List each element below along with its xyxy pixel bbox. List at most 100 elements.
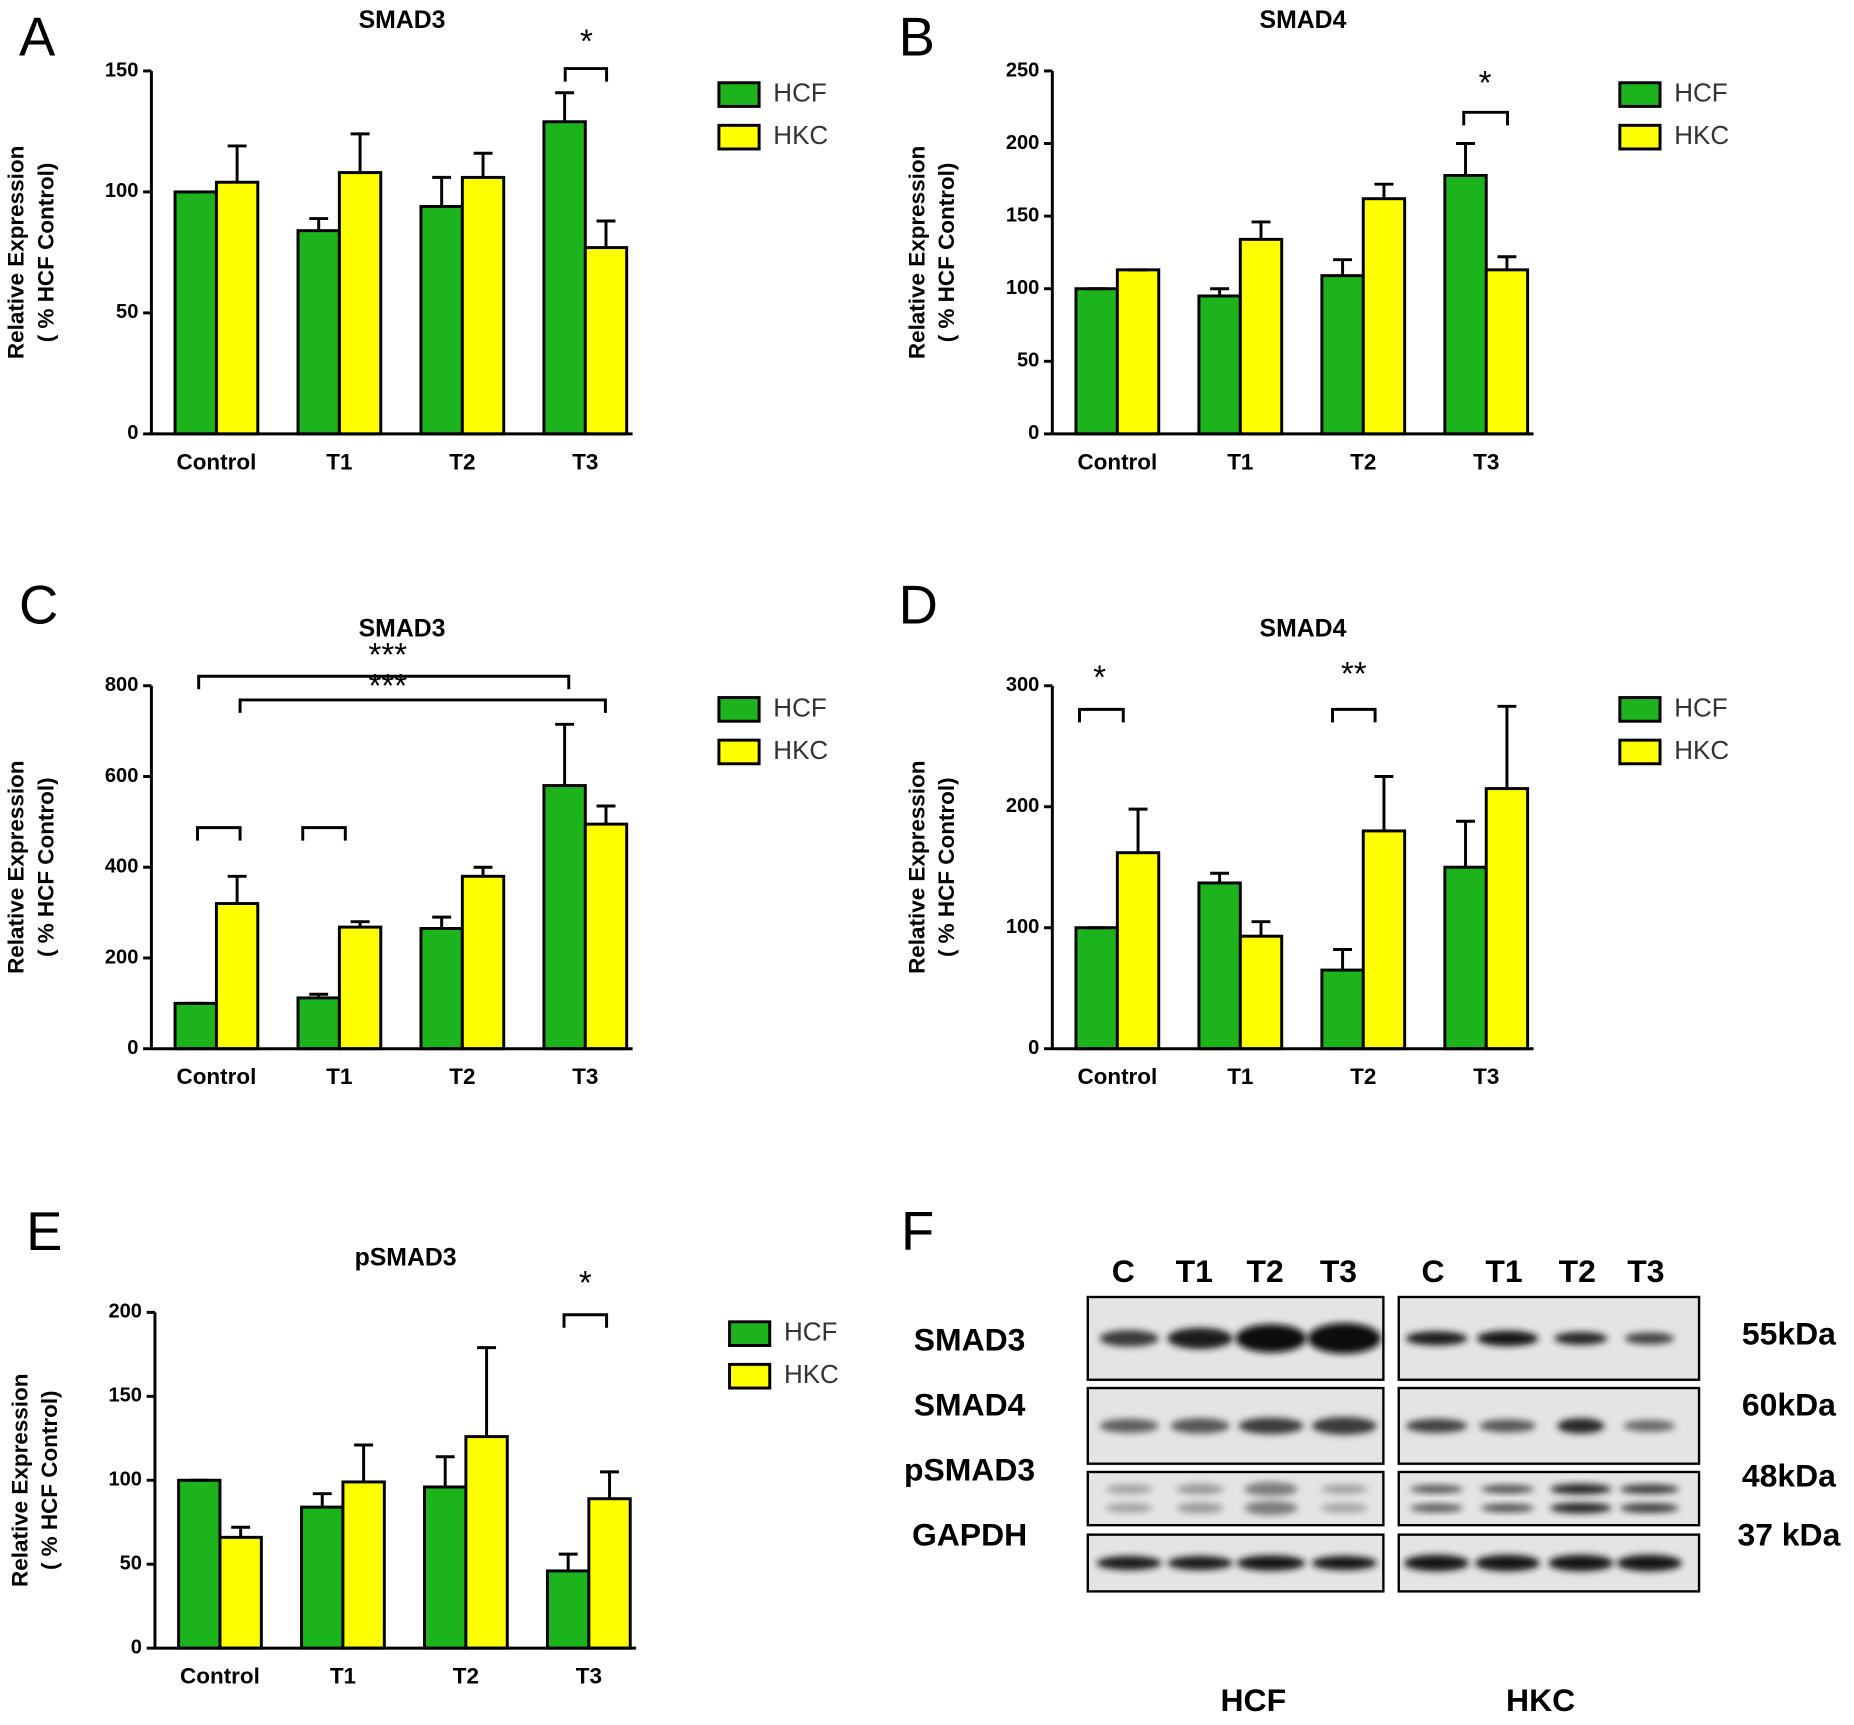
error-bar (312, 1492, 332, 1508)
blot-band (1548, 1554, 1614, 1572)
legend-label: HKC (784, 1359, 839, 1389)
significance-bracket (301, 826, 347, 841)
significance-bracket (238, 698, 607, 713)
error-bar (309, 217, 329, 231)
legend-swatch (717, 81, 761, 108)
legend-swatch (1618, 81, 1662, 108)
blot-band (1176, 1502, 1224, 1514)
x-tick-label: T2 (453, 1664, 479, 1689)
bar (214, 902, 260, 1051)
error-bar (477, 1346, 497, 1437)
x-tick-label: Control (177, 449, 257, 474)
bar (1443, 865, 1488, 1051)
bar (464, 1435, 509, 1650)
bar (177, 1478, 222, 1650)
y-axis-label: ( % HCF Control) (33, 163, 58, 343)
y-tick-label: 200 (1006, 132, 1040, 154)
bar (1320, 274, 1365, 436)
blot-band (1244, 1500, 1298, 1516)
legend-label: HCF (773, 692, 826, 722)
error-bar (1456, 819, 1476, 868)
significance-label: * (1093, 660, 1106, 697)
legend-label: HCF (1674, 77, 1727, 107)
bar (1115, 851, 1161, 1051)
error-bar (555, 722, 575, 786)
bar (419, 927, 464, 1051)
blot-band (1236, 1555, 1306, 1571)
bar (1320, 968, 1365, 1051)
bar (1484, 787, 1530, 1051)
blot-band (1167, 1555, 1233, 1571)
y-tick-label: 100 (105, 180, 139, 202)
x-tick-label: Control (177, 1064, 257, 1089)
lane-label: C (1112, 1253, 1135, 1289)
x-tick-label: T2 (449, 1064, 475, 1089)
legend-label: HCF (1674, 692, 1727, 722)
significance-label: *** (369, 637, 408, 674)
bar (1238, 237, 1284, 436)
bar (173, 190, 218, 436)
error-bar (1374, 182, 1394, 199)
blot-band (1238, 1417, 1304, 1435)
blot-band (1550, 1502, 1612, 1514)
x-tick-label: T1 (1227, 1064, 1253, 1089)
error-bar (1251, 220, 1271, 240)
blot-band (1320, 1484, 1369, 1494)
error-bar (309, 992, 329, 998)
significance-label: * (580, 23, 593, 60)
significance-bracket (1078, 707, 1125, 723)
blot-row-label: GAPDH (912, 1516, 1027, 1552)
y-axis-label: Relative Expression (905, 761, 930, 974)
error-bar (1251, 920, 1271, 937)
blot-band (1099, 1330, 1159, 1347)
blot-band (1619, 1503, 1679, 1513)
legend-label: HKC (1674, 735, 1729, 765)
bar (1197, 294, 1242, 436)
x-tick-label: T1 (326, 449, 352, 474)
blot-band (1409, 1484, 1464, 1494)
legend-swatch (728, 1320, 772, 1347)
bar (341, 1480, 386, 1650)
bar (423, 1485, 468, 1650)
bar (337, 171, 383, 436)
legend-label: HCF (773, 77, 826, 107)
error-bar (231, 1525, 251, 1538)
y-tick-label: 300 (1006, 674, 1040, 696)
blot-band (1244, 1482, 1298, 1497)
blot-band (1099, 1418, 1159, 1433)
x-tick-label: Control (1077, 449, 1157, 474)
error-bar (432, 915, 452, 929)
error-bar (1456, 142, 1476, 176)
legend-swatch (1618, 123, 1662, 151)
y-axis-label: ( % HCF Control) (33, 777, 58, 957)
bar (300, 1505, 345, 1650)
blot-row-label: SMAD4 (914, 1386, 1026, 1422)
legend-swatch (1618, 696, 1662, 723)
error-bar (435, 1455, 455, 1487)
x-tick-label: T2 (1350, 1064, 1376, 1089)
y-tick-label: 100 (1006, 277, 1040, 299)
legend-swatch (717, 123, 761, 151)
bar (1484, 268, 1530, 436)
x-tick-label: T1 (1227, 449, 1253, 474)
significance-bracket (1331, 707, 1377, 723)
bar (1361, 197, 1407, 436)
bar (173, 1001, 218, 1051)
bar (1443, 173, 1488, 436)
error-bar (1333, 258, 1353, 276)
blot-band (1557, 1418, 1605, 1434)
x-tick-label: T1 (330, 1664, 356, 1689)
blot-row-label: SMAD3 (914, 1321, 1026, 1357)
chart-title: SMAD3 (359, 7, 446, 34)
lane-label: T1 (1176, 1253, 1213, 1289)
y-tick-label: 0 (1028, 1037, 1039, 1059)
error-bar (600, 1470, 620, 1499)
error-bar (1497, 255, 1517, 270)
bar (419, 204, 464, 436)
chart-title: SMAD3 (359, 616, 446, 643)
y-tick-label: 250 (1006, 59, 1040, 81)
lane-label: T2 (1559, 1253, 1596, 1289)
bar (542, 784, 587, 1051)
blot-size-label: 48kDa (1742, 1457, 1836, 1493)
